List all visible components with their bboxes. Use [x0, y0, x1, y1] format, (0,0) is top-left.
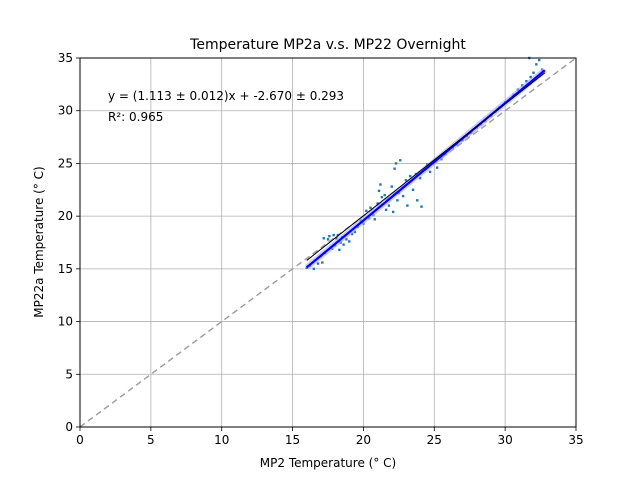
x-tick-label: 30: [498, 433, 513, 447]
data-point: [377, 189, 381, 193]
data-point: [399, 159, 402, 162]
data-point: [383, 193, 386, 197]
data-point: [316, 262, 320, 265]
x-tick-label: 20: [356, 433, 371, 447]
r-squared-annotation: R²: 0.965: [108, 110, 163, 124]
data-point: [380, 195, 384, 199]
fit-lines: [304, 67, 547, 270]
data-point: [353, 230, 357, 234]
data-point: [376, 202, 379, 205]
data-point: [420, 205, 423, 208]
data-point: [321, 261, 324, 264]
data-point: [525, 79, 528, 83]
data-point: [328, 234, 331, 238]
data-point: [384, 208, 388, 212]
data-point: [393, 167, 396, 170]
fit-line: [306, 69, 546, 269]
secondary-fit-line: [306, 72, 546, 261]
data-point: [369, 206, 372, 209]
y-axis-ticks: 0 5 10 15 20 25 30 35: [58, 51, 80, 434]
data-point: [401, 194, 405, 198]
plot-frame: [79, 57, 577, 428]
data-point: [373, 218, 376, 221]
data-point: [396, 199, 399, 202]
data-point: [406, 204, 409, 207]
data-point: [335, 237, 338, 240]
data-point: [408, 174, 412, 178]
data-point: [348, 240, 351, 243]
data-point: [394, 162, 398, 165]
data-point: [345, 238, 348, 241]
y-axis-label: MP22a Temperature (° C): [32, 166, 46, 317]
data-point: [365, 209, 368, 213]
data-point: [332, 233, 335, 237]
data-point: [336, 233, 340, 237]
y-tick-label: 10: [58, 315, 73, 329]
data-point: [390, 185, 393, 188]
data-point: [312, 267, 316, 271]
data-point: [435, 166, 439, 169]
data-point: [529, 75, 532, 79]
data-point: [535, 63, 538, 66]
x-tick-label: 25: [427, 433, 442, 447]
data-point: [326, 238, 330, 241]
chart-title: Temperature MP2a v.s. MP22 Overnight: [189, 37, 466, 53]
x-tick-label: 35: [568, 433, 583, 447]
y-tick-label: 15: [58, 262, 73, 276]
data-point: [428, 170, 432, 174]
data-point: [411, 188, 415, 191]
y-tick-label: 25: [58, 156, 73, 170]
x-tick-label: 0: [76, 433, 84, 447]
data-point: [532, 71, 535, 74]
x-tick-label: 15: [285, 433, 300, 447]
data-point: [418, 176, 422, 180]
reference-line-group: [79, 57, 577, 428]
y-tick-label: 5: [65, 367, 73, 381]
fit-equation-annotation: y = (1.113 ± 0.012)x + -2.670 ± 0.293: [108, 89, 344, 103]
reference-line: [79, 57, 577, 428]
data-point: [338, 248, 341, 252]
data-point: [391, 210, 395, 214]
x-tick-label: 10: [214, 433, 229, 447]
y-tick-label: 30: [58, 104, 73, 118]
data-point: [305, 266, 308, 270]
x-axis-label: MP2 Temperature (° C): [260, 456, 396, 470]
y-tick-label: 20: [58, 209, 73, 223]
y-tick-label: 0: [65, 420, 73, 434]
data-point: [342, 243, 345, 246]
data-point: [387, 204, 391, 207]
data-point: [379, 183, 382, 186]
data-point: [404, 179, 408, 182]
data-point: [416, 199, 419, 202]
data-point: [537, 58, 541, 62]
x-axis-ticks: 0 5 10 15 20 25 30 35: [76, 427, 584, 447]
y-tick-label: 35: [58, 51, 73, 65]
data-point: [322, 237, 325, 240]
x-tick-label: 5: [147, 433, 155, 447]
data-point: [350, 232, 354, 236]
